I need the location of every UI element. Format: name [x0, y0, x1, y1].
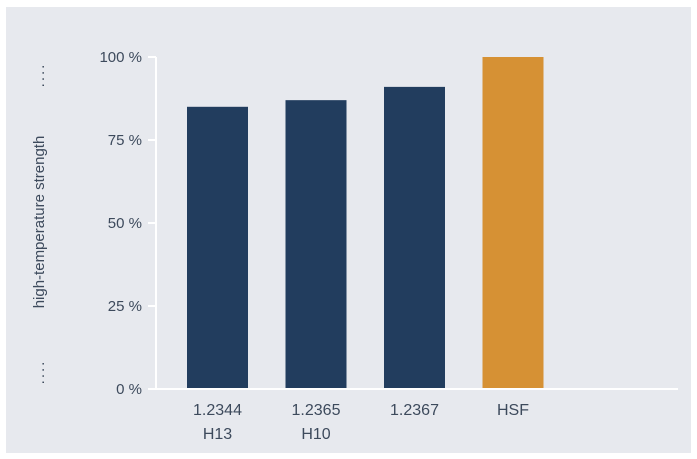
y-axis-title-ellipsis-bottom: .... [31, 360, 48, 385]
y-axis-title-group: high-temperature strength .... .... [31, 63, 48, 385]
chart-panel [6, 7, 691, 453]
x-category-label: 1.2365 [292, 402, 341, 419]
y-axis-title-ellipsis-top: .... [31, 63, 48, 88]
bar [187, 106, 248, 390]
y-tick-label: 25 % [108, 298, 142, 315]
category-labels: 1.2344 H13 1.2365 H10 1.2367 HSF [193, 402, 529, 443]
bar [384, 86, 445, 389]
y-axis-ticks: 0 % 25 % 50 % 75 % 100 % [99, 49, 156, 398]
x-category-label: 1.2344 [193, 402, 242, 419]
y-tick-label: 75 % [108, 132, 142, 149]
x-category-sublabel: H13 [203, 426, 232, 443]
bar [482, 57, 544, 389]
y-tick-label: 50 % [108, 215, 142, 232]
bar [285, 100, 347, 389]
y-tick-label: 0 % [116, 381, 142, 398]
y-axis-title: high-temperature strength [31, 136, 48, 309]
y-tick-label: 100 % [99, 49, 142, 66]
bars [187, 57, 544, 390]
x-category-sublabel: H10 [301, 426, 330, 443]
x-category-label: HSF [497, 402, 529, 419]
x-category-label: 1.2367 [390, 402, 439, 419]
